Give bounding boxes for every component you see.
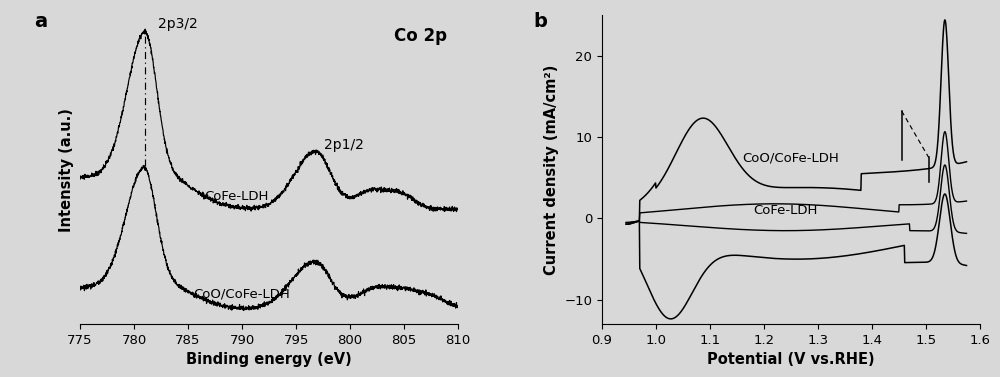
Text: CoFe-LDH: CoFe-LDH (753, 204, 817, 218)
Y-axis label: Intensity (a.u.): Intensity (a.u.) (59, 108, 74, 231)
Text: 2p1/2: 2p1/2 (324, 138, 364, 152)
Text: Co 2p: Co 2p (394, 28, 447, 46)
Y-axis label: Current density (mA/cm²): Current density (mA/cm²) (544, 64, 559, 275)
Text: CoO/CoFe-LDH: CoO/CoFe-LDH (193, 288, 290, 300)
X-axis label: Potential (V vs.RHE): Potential (V vs.RHE) (707, 352, 875, 368)
Text: a: a (35, 12, 48, 31)
Text: b: b (534, 12, 548, 31)
Text: CoO/CoFe-LDH: CoO/CoFe-LDH (742, 152, 839, 164)
X-axis label: Binding energy (eV): Binding energy (eV) (186, 352, 352, 368)
Text: CoFe-LDH: CoFe-LDH (204, 190, 269, 203)
Text: 2p3/2: 2p3/2 (158, 17, 198, 31)
